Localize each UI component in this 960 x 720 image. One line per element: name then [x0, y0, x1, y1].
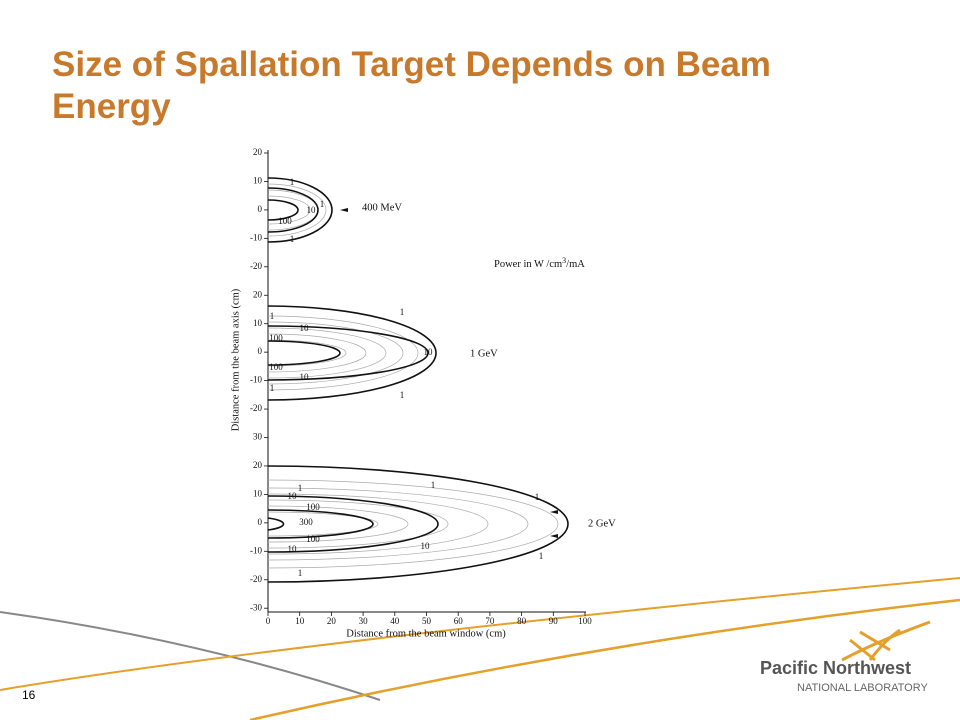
x-tick-label: 20 — [327, 616, 337, 626]
legend-text: Power in W /cm3/mA — [494, 256, 585, 271]
x-tick-label: 40 — [390, 616, 400, 626]
energy-label: 400 MeV — [362, 202, 402, 213]
contour-label: 100 — [278, 216, 292, 226]
slide-title: Size of Spallation Target Depends on Bea… — [52, 44, 771, 128]
legend-superscript: 3 — [562, 256, 566, 265]
y-tick-label: 10 — [253, 488, 263, 498]
y-tick-label: -30 — [250, 602, 262, 612]
decor-line — [249, 598, 960, 720]
contour-label: 10 — [288, 491, 298, 501]
contour-label: 100 — [269, 333, 283, 343]
contour-label: 1 — [290, 234, 295, 244]
y-tick-label: 10 — [253, 176, 263, 186]
logo-text: Pacific Northwest — [760, 658, 911, 678]
logo-subtext: NATIONAL LABORATORY — [797, 682, 928, 694]
contour-label: 10 — [307, 205, 317, 215]
x-tick-label: 80 — [517, 616, 527, 626]
y-tick-label: -20 — [250, 574, 262, 584]
energy-label: 1 GeV — [470, 348, 498, 359]
y-tick-label: 10 — [253, 318, 263, 328]
contour-label: 100 — [269, 362, 283, 372]
legend-main: Power in W /cm — [494, 259, 562, 270]
y-tick-label: 20 — [253, 147, 263, 157]
contour-label: 100 — [306, 502, 320, 512]
contour-label: 10 — [300, 323, 310, 333]
contour-2gev — [267, 465, 569, 583]
decor-line — [0, 577, 960, 691]
contour-label: 1 — [400, 390, 405, 400]
contour-label: 1 — [270, 383, 275, 393]
contour-label: 1 — [290, 177, 295, 187]
x-tick-label: 0 — [266, 616, 271, 626]
x-tick-label: 30 — [359, 616, 369, 626]
contour-label: 1 — [400, 307, 405, 317]
x-tick-label: 60 — [454, 616, 464, 626]
logo-icon — [841, 620, 931, 662]
energy-label: 2 GeV — [588, 518, 616, 529]
contour-label: 1 — [539, 551, 544, 561]
y-tick-label: -20 — [250, 261, 262, 271]
contour-label: 1 — [320, 199, 325, 209]
contour-label: 1 — [298, 568, 303, 578]
contour-label: 10 — [421, 541, 431, 551]
y-tick-label: 0 — [258, 517, 263, 527]
x-tick-label: 100 — [578, 616, 592, 626]
y-tick-label: 0 — [258, 204, 263, 214]
contour-label: 1 — [535, 492, 540, 502]
contour-label: 1 — [298, 483, 303, 493]
page-number: 16 — [22, 688, 36, 702]
contour-label: 10 — [288, 544, 298, 554]
contour-label: 10 — [424, 347, 434, 357]
contour-label: 1 — [270, 311, 275, 321]
y-tick-label: -20 — [250, 403, 262, 413]
y-tick-label: 0 — [258, 346, 263, 356]
x-tick-label: 10 — [295, 616, 305, 626]
x-axis-label: Distance from the beam window (cm) — [346, 628, 506, 639]
y-tick-label: 30 — [253, 432, 263, 442]
decor-line — [0, 611, 381, 701]
legend-suffix: /mA — [566, 259, 585, 270]
contour-label: 100 — [306, 534, 320, 544]
y-axis-label: Distance from the beam axis (cm) — [230, 288, 241, 431]
title-line: Size of Spallation Target Depends on Bea… — [52, 45, 771, 84]
contour-1gev — [267, 305, 437, 401]
x-tick-label: 90 — [549, 616, 559, 626]
y-tick-label: 20 — [253, 460, 263, 470]
contour-400mev — [267, 177, 348, 243]
contour-label: 1 — [431, 480, 436, 490]
y-tick-label: 20 — [253, 289, 263, 299]
y-tick-label: -10 — [250, 232, 262, 242]
x-tick-label: 70 — [485, 616, 495, 626]
y-tick-label: -10 — [250, 375, 262, 385]
y-tick-label: -10 — [250, 545, 262, 555]
x-tick-label: 50 — [422, 616, 432, 626]
figure: 400 MeV 1 GeV 2 GeV Power in W /cm3/mA D… — [230, 147, 616, 639]
contour-label: 300 — [299, 517, 313, 527]
contour-label: 10 — [300, 372, 310, 382]
title-line: Energy — [52, 87, 171, 126]
